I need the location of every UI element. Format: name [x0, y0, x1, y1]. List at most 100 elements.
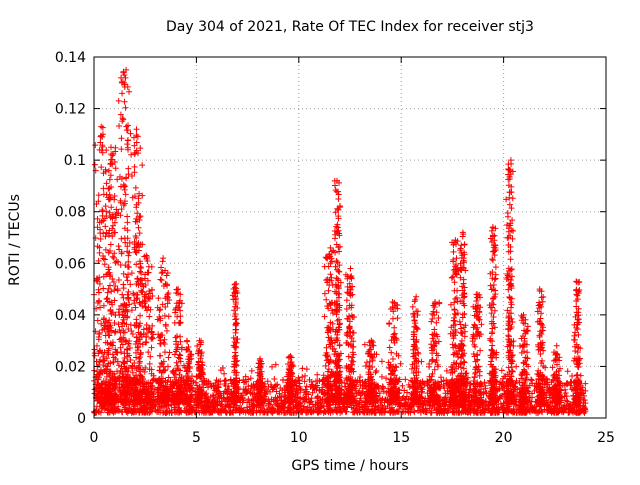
- grid-lines: [94, 57, 606, 418]
- data-point: [166, 313, 172, 319]
- data-point: [383, 375, 389, 381]
- data-point: [132, 164, 138, 170]
- data-point: [98, 236, 104, 242]
- data-point: [133, 304, 139, 310]
- data-point: [337, 203, 343, 209]
- data-point: [92, 162, 98, 168]
- data-point: [137, 230, 143, 236]
- data-point: [174, 333, 180, 339]
- data-point: [155, 295, 161, 301]
- data-point: [103, 203, 109, 209]
- data-point: [410, 304, 416, 310]
- data-point: [124, 141, 130, 147]
- data-point: [349, 355, 355, 361]
- data-point: [130, 331, 136, 337]
- data-point: [138, 270, 144, 276]
- data-point: [118, 135, 124, 141]
- data-point: [129, 307, 135, 313]
- data-point: [174, 360, 180, 366]
- data-point: [125, 253, 131, 259]
- data-point: [129, 270, 135, 276]
- data-point: [249, 368, 255, 374]
- data-point: [112, 260, 118, 266]
- data-point: [379, 374, 385, 380]
- data-point: [144, 307, 150, 313]
- data-point: [402, 376, 408, 382]
- data-point: [107, 177, 113, 183]
- data-point: [265, 378, 271, 384]
- data-point: [96, 298, 102, 304]
- data-point: [111, 287, 117, 293]
- data-point: [119, 292, 125, 298]
- data-point: [159, 277, 165, 283]
- data-point: [146, 264, 152, 270]
- data-point: [373, 368, 379, 374]
- data-point: [336, 317, 342, 323]
- data-point: [139, 162, 145, 168]
- data-point: [304, 366, 310, 372]
- data-point: [137, 213, 143, 219]
- data-point: [412, 298, 418, 304]
- data-point: [136, 225, 142, 231]
- data-point: [118, 236, 124, 242]
- data-point: [127, 131, 133, 137]
- data-point: [499, 368, 505, 374]
- data-point: [124, 219, 130, 225]
- data-point: [232, 349, 238, 355]
- data-point: [133, 185, 139, 191]
- data-point: [398, 361, 404, 367]
- data-point: [102, 261, 108, 267]
- data-point: [232, 327, 238, 333]
- data-point: [323, 345, 329, 351]
- data-point: [125, 277, 131, 283]
- data-point: [323, 363, 329, 369]
- data-point: [335, 268, 341, 274]
- data-point: [391, 325, 397, 331]
- data-point: [232, 316, 238, 322]
- data-point: [164, 328, 170, 334]
- data-point: [271, 376, 277, 382]
- data-point: [116, 123, 122, 129]
- data-point: [116, 243, 122, 249]
- data-point: [124, 214, 130, 220]
- data-point: [149, 345, 155, 351]
- data-point: [233, 353, 239, 359]
- data-point: [126, 301, 132, 307]
- data-point: [232, 281, 238, 287]
- data-point: [160, 255, 166, 261]
- data-point: [184, 338, 190, 344]
- data-point: [348, 265, 354, 271]
- data-point: [97, 250, 103, 256]
- data-point: [165, 355, 171, 361]
- data-point: [412, 317, 418, 323]
- data-point: [95, 318, 101, 324]
- data-point: [123, 105, 129, 111]
- data-point: [162, 349, 168, 355]
- data-point: [113, 165, 119, 171]
- data-point: [118, 146, 124, 152]
- data-point: [173, 335, 179, 341]
- data-point: [98, 164, 104, 170]
- data-point: [137, 313, 143, 319]
- data-point: [125, 138, 131, 144]
- data-point: [121, 271, 127, 277]
- data-point: [99, 207, 105, 213]
- data-point: [174, 286, 180, 292]
- data-point: [134, 126, 140, 132]
- data-point: [103, 247, 109, 253]
- data-point: [97, 230, 103, 236]
- data-point: [119, 90, 125, 96]
- data-point: [104, 180, 110, 186]
- data-point: [160, 258, 166, 264]
- data-point: [135, 134, 141, 140]
- data-point: [102, 223, 108, 229]
- data-point: [390, 316, 396, 322]
- data-point: [121, 285, 127, 291]
- data-point: [116, 98, 122, 104]
- data-point: [413, 294, 419, 300]
- data-point: [379, 358, 385, 364]
- data-point: [394, 315, 400, 321]
- data-point: [108, 241, 114, 247]
- data-point: [134, 276, 140, 282]
